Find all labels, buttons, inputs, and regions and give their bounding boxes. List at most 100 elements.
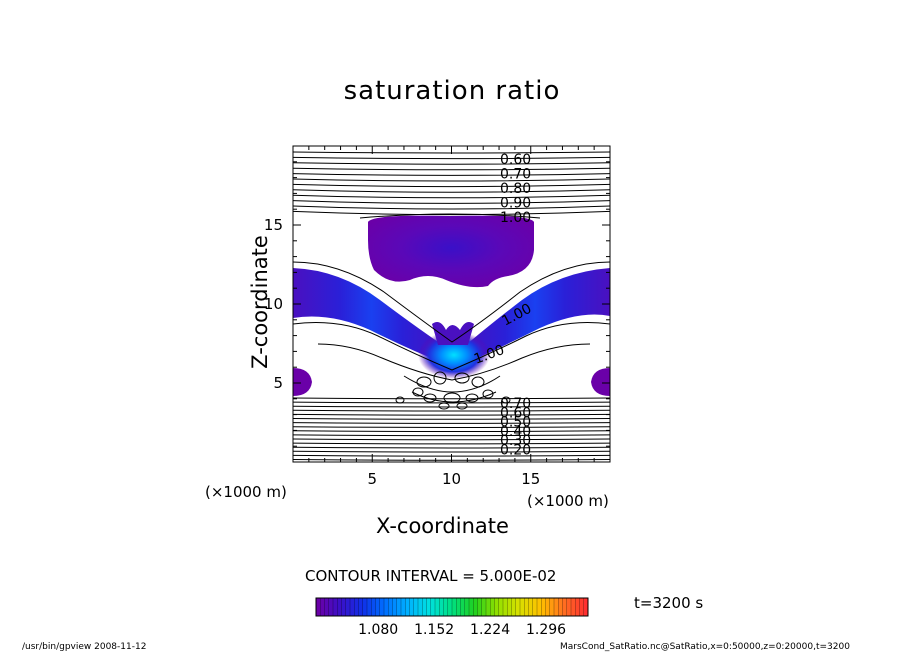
y-axis-label: Z-coordinate <box>248 235 272 369</box>
colorbar-cell <box>328 598 334 616</box>
upper-contour-line <box>293 210 610 216</box>
upper-contour-line <box>293 194 610 199</box>
core-region <box>418 331 490 379</box>
turbulent-contour <box>423 393 437 403</box>
lower-contour-line <box>293 422 610 424</box>
upper-contour-line <box>293 200 610 204</box>
colorbar-cell <box>498 598 504 616</box>
colorbar-cell <box>405 598 410 616</box>
footer-command: /usr/bin/gpview 2008-11-12 <box>22 642 147 652</box>
x-tick-label: 10 <box>442 470 461 488</box>
colorbar-cell <box>422 598 427 616</box>
y-tick-label: 5 <box>273 374 283 392</box>
colorbar-cell <box>430 598 436 616</box>
colorbar-cell <box>554 598 559 616</box>
colorbar-cell <box>566 598 572 616</box>
colorbar-cell <box>409 598 415 616</box>
colorbar-cell <box>426 598 432 616</box>
contour-label: 0.90 <box>500 196 531 212</box>
z-axis-unit: (×1000 m) <box>205 483 287 501</box>
upper-contour-line <box>293 178 610 182</box>
right-wave-band <box>460 268 610 365</box>
colorbar-cell <box>477 598 483 616</box>
turbulent-contour <box>395 396 405 404</box>
x-tick-label: 5 <box>367 470 377 488</box>
colorbar-cell <box>388 598 393 616</box>
colorbar-cell <box>558 598 563 616</box>
colorbar-cell <box>460 598 466 616</box>
colorbar-tick-label: 1.296 <box>526 622 566 638</box>
contour-label: 0.30 <box>500 433 531 449</box>
colorbar-cell <box>401 598 406 616</box>
lower-contour-line <box>293 405 610 408</box>
upper-contour-line <box>293 189 610 193</box>
colorbar-cell <box>528 598 534 616</box>
colorbar-cell <box>503 598 508 616</box>
colorbar-cell <box>481 598 487 616</box>
y-tick-label: 10 <box>264 295 283 313</box>
colorbar-cell <box>435 598 440 616</box>
footer-source: MarsCond_SatRatio.nc@SatRatio,x=0:50000,… <box>560 642 850 652</box>
colorbar-cell <box>443 598 449 616</box>
colorbar-cell <box>511 598 517 616</box>
left-edge-region <box>293 368 312 396</box>
contour-label: 1.00 <box>500 210 531 226</box>
upper-contour-line <box>293 173 610 176</box>
colorbar-cell <box>579 598 585 616</box>
colorbar-cell <box>341 598 347 616</box>
colorbar-cell <box>350 598 355 616</box>
colorbar-cell <box>490 598 495 616</box>
lower-contour-line <box>293 442 610 445</box>
turbulent-contour <box>465 393 479 403</box>
colorbar-cell <box>583 598 589 616</box>
colorbar-cell <box>469 598 474 616</box>
colorbar-cell <box>367 598 372 616</box>
colorbar-cell <box>532 598 538 616</box>
colorbar-cell <box>354 598 359 616</box>
colorbar-cell <box>549 598 555 616</box>
colorbar-cell <box>396 598 402 616</box>
colorbar-cell <box>562 598 568 616</box>
colorbar-cell <box>384 598 389 616</box>
turbulent-contour <box>438 402 450 410</box>
upper-supersaturation-region <box>368 215 534 288</box>
colorbar-cell <box>571 598 576 616</box>
colorbar-cell <box>439 598 444 616</box>
turbulent-contour <box>454 372 470 384</box>
upper-contour-line <box>293 183 610 188</box>
core-stem <box>432 322 474 345</box>
x-tick-label: 15 <box>521 470 540 488</box>
colorbar-cell <box>375 598 381 616</box>
colorbar-cell <box>333 598 338 616</box>
contour-label: 0.40 <box>500 424 531 440</box>
contour-label: 0.20 <box>500 443 531 459</box>
colorbar-cell <box>520 598 525 616</box>
turbulent-contour <box>482 389 494 399</box>
colorbar-cell <box>541 598 546 616</box>
colorbar-cell <box>507 598 512 616</box>
x-axis-unit: (×1000 m) <box>527 492 609 510</box>
colorbar: 1.080 1.152 1.224 1.296 <box>315 597 589 638</box>
upper-contour-line <box>293 162 610 165</box>
colorbar-cell <box>316 598 321 616</box>
contour-label: 0.70 <box>500 167 531 183</box>
upper-contour-line <box>293 156 610 160</box>
colorbar-cell <box>392 598 398 616</box>
contour-label: 0.80 <box>500 181 531 197</box>
colorbar-cell <box>413 598 419 616</box>
x-axis-label: X-coordinate <box>376 514 509 538</box>
colorbar-cell <box>494 598 500 616</box>
colorbar-tick-label: 1.152 <box>414 622 454 638</box>
left-wave-band <box>293 268 450 365</box>
chart-title: saturation ratio <box>343 76 561 106</box>
colorbar-cell <box>524 598 529 616</box>
colorbar-cell <box>447 598 453 616</box>
colorbar-frame <box>315 597 589 617</box>
lower-contour-line <box>293 409 610 412</box>
lower-contour-line <box>293 438 610 441</box>
upper-contour-line <box>293 205 610 210</box>
colorbar-cell <box>371 598 376 616</box>
time-label: t=3200 s <box>634 594 704 612</box>
contour-label: 0.60 <box>500 152 531 168</box>
